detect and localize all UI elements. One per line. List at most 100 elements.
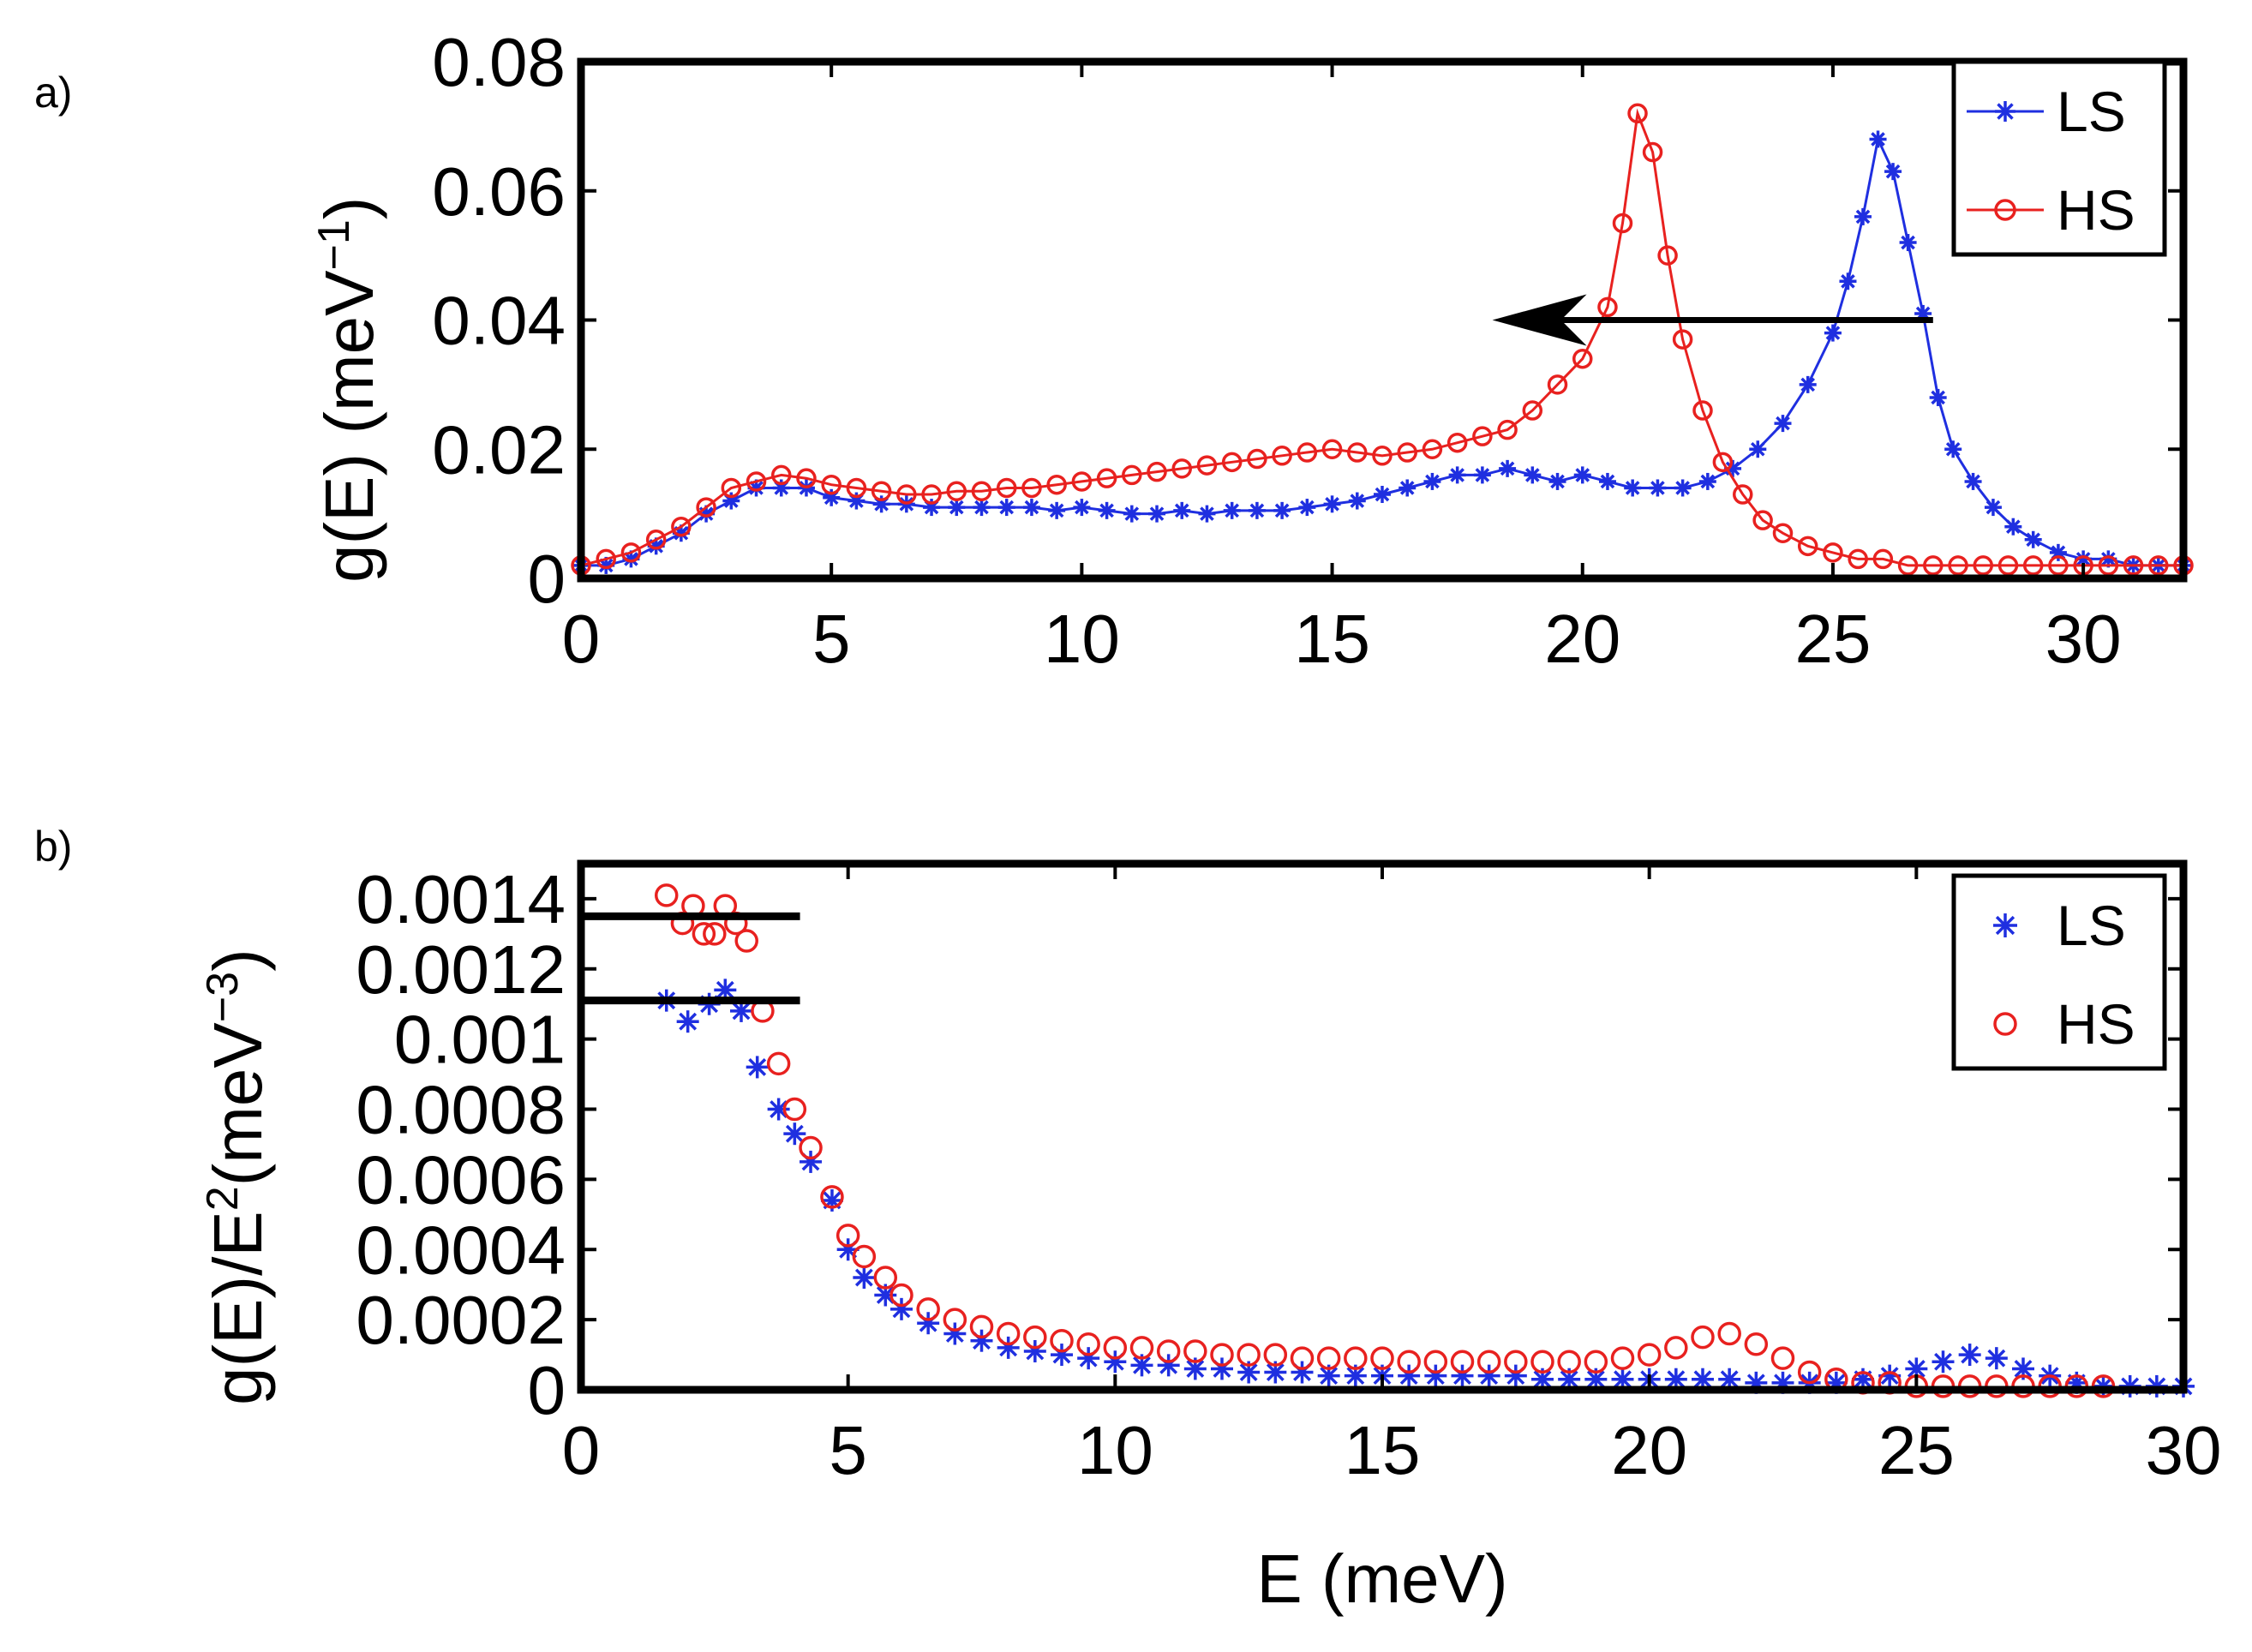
data-point-hs <box>1196 455 1218 476</box>
data-point-hs <box>766 1051 791 1076</box>
data-point-hs <box>1221 452 1243 473</box>
data-point-hs <box>1050 1328 1074 1353</box>
data-point-hs <box>1183 1339 1207 1363</box>
y-tick-label: 0.0008 <box>356 1072 566 1148</box>
data-point-ls <box>1374 486 1391 504</box>
data-point-hs <box>1797 1360 1822 1385</box>
data-point-ls <box>1932 1350 1955 1374</box>
data-point-ls <box>1839 272 1857 290</box>
data-point-hs <box>921 484 942 505</box>
data-point-ls <box>676 1010 699 1033</box>
data-point-hs <box>703 922 727 946</box>
data-point-ls <box>1985 1347 2008 1370</box>
panel-b-x-axis-label: E (meV) <box>1256 1541 1507 1617</box>
data-point-ls <box>853 1266 876 1290</box>
data-point-ls <box>1799 375 1817 393</box>
data-point-ls <box>1824 324 1842 342</box>
data-point-hs <box>654 883 679 907</box>
panel-a-y-axis-label: g(E) (meV−1) <box>309 197 387 583</box>
data-point-ls <box>1098 501 1116 519</box>
data-point-hs <box>1712 452 1734 473</box>
data-point-hs <box>1664 1336 1688 1360</box>
legend-hs-circle <box>1994 199 2016 221</box>
y-tick-label: 0.0006 <box>356 1141 566 1218</box>
data-point-hs <box>620 542 642 563</box>
data-point-hs <box>1744 1332 1769 1356</box>
data-point-ls <box>2024 530 2042 548</box>
data-point-ls <box>1298 499 1316 517</box>
data-point-hs <box>1347 442 1368 463</box>
data-point-hs <box>1584 1350 1608 1374</box>
data-point-hs <box>1597 296 1618 318</box>
data-point-ls <box>1548 472 1566 490</box>
data-point-hs <box>1627 103 1648 124</box>
data-point-hs <box>1023 1325 1047 1350</box>
data-point-hs <box>1397 442 1417 463</box>
y-tick-label: 0.0004 <box>356 1212 566 1288</box>
data-point-hs <box>2098 555 2119 576</box>
data-point-ls <box>2004 518 2022 536</box>
data-point-hs <box>1210 1343 1234 1367</box>
data-point-hs <box>971 481 992 501</box>
data-point-hs <box>1096 468 1117 488</box>
data-point-hs <box>799 1135 823 1160</box>
data-point-hs <box>1321 439 1343 459</box>
x-tick-label: 30 <box>2045 601 2122 677</box>
data-point-hs <box>1156 1339 1181 1363</box>
data-point-hs <box>1076 1332 1100 1356</box>
legend-hs-label: HS <box>2057 992 2135 1056</box>
panel-b-reference-lines <box>581 912 800 1005</box>
data-point-hs <box>871 481 892 501</box>
panel-a-legend: LS HS <box>1951 59 2167 257</box>
x-tick-label: 10 <box>1044 601 1120 677</box>
data-point-ls <box>1944 440 1962 458</box>
data-point-hs <box>696 497 716 518</box>
y-tick-label: 0.08 <box>432 24 566 100</box>
series-ls <box>572 130 2192 574</box>
data-point-ls <box>1473 466 1491 484</box>
panel-a-label: a) <box>34 69 72 117</box>
x-tick-label: 20 <box>1544 601 1620 677</box>
data-point-hs <box>1122 464 1142 486</box>
data-point-hs <box>1021 477 1042 499</box>
data-point-ls <box>1774 415 1792 433</box>
data-point-hs <box>1823 542 1843 563</box>
panel-b-label: b) <box>34 823 72 871</box>
data-point-hs <box>1046 474 1067 495</box>
data-point-ls <box>1649 479 1667 497</box>
legend-box <box>1951 59 2167 257</box>
x-tick-label: 10 <box>1077 1412 1153 1488</box>
data-point-ls <box>973 499 991 517</box>
data-point-hs <box>916 1297 940 1321</box>
data-point-ls <box>1724 459 1742 477</box>
data-point-ls <box>1899 234 1917 252</box>
data-point-hs <box>821 474 842 495</box>
data-point-hs <box>836 1224 860 1248</box>
data-point-ls <box>1984 499 2002 517</box>
data-point-hs <box>1770 1346 1795 1370</box>
data-point-ls <box>1173 501 1191 519</box>
data-point-hs <box>1733 484 1753 505</box>
data-point-ls <box>948 499 966 517</box>
series-hs-line <box>580 108 2183 567</box>
series-hs <box>654 883 2116 1398</box>
data-point-hs <box>1497 419 1518 440</box>
data-point-ls <box>1248 501 1266 519</box>
data-point-hs <box>796 468 817 488</box>
data-point-hs <box>1772 523 1794 543</box>
data-point-ls <box>1698 472 1716 490</box>
y-tick-label: 0.0002 <box>356 1282 566 1358</box>
data-point-ls <box>1573 466 1591 484</box>
legend-ls-star <box>1993 913 2017 937</box>
data-point-ls <box>997 499 1015 517</box>
data-point-hs <box>1572 348 1593 369</box>
data-point-hs <box>1973 555 1993 576</box>
data-point-hs <box>1450 1350 1475 1374</box>
data-point-ls <box>1148 505 1166 523</box>
data-point-hs <box>943 1308 967 1332</box>
data-point-ls <box>1223 501 1241 519</box>
panel-b-y-axis-label: g(E)/E2(meV−3) <box>198 949 276 1405</box>
x-tick-label: 25 <box>1794 601 1871 677</box>
data-point-hs <box>2022 555 2044 576</box>
